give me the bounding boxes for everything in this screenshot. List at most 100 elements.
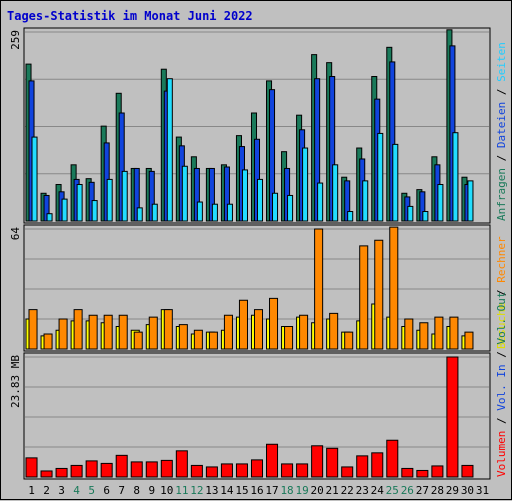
bar-volumen <box>40 470 53 478</box>
x-tick-label: 29 <box>446 484 459 497</box>
chart-title: Tages-Statistik im Monat Juni 2022 <box>7 9 253 23</box>
bar-seiten <box>302 147 309 222</box>
bar-rechner <box>464 331 474 350</box>
bar-volumen <box>296 463 309 478</box>
bar-seiten <box>226 203 233 222</box>
bar-seiten <box>467 180 474 222</box>
bar-volumen <box>326 447 339 478</box>
bar-seiten <box>106 178 113 222</box>
legend-entry: Vol. In <box>495 364 508 410</box>
bar-volumen <box>235 463 248 478</box>
bar-seiten <box>332 164 339 222</box>
bar-rechner <box>434 316 444 350</box>
legend-separator: / <box>495 148 508 168</box>
bar-rechner <box>58 318 68 350</box>
bar-seiten <box>392 143 399 222</box>
bar-rechner <box>73 309 83 350</box>
legend-entry: Anfragen <box>495 168 508 221</box>
bar-volumen <box>175 450 188 478</box>
x-tick-label: 3 <box>58 484 65 497</box>
legend-entry: Seiten <box>495 42 508 82</box>
bar-volumen <box>431 465 444 478</box>
bar-rechner <box>103 314 113 350</box>
bar-seiten <box>181 165 188 222</box>
bar-rechner <box>43 333 53 350</box>
bar-seiten <box>437 184 444 222</box>
x-tick-label: 6 <box>103 484 110 497</box>
right-label-top: Anfragen / Dateien / Seiten <box>495 42 508 221</box>
x-tick-label: 1 <box>28 484 35 497</box>
x-tick-label: 10 <box>160 484 173 497</box>
bar-seiten <box>196 201 203 222</box>
bar-rechner <box>178 324 188 350</box>
x-tick-label: 9 <box>148 484 155 497</box>
bar-rechner <box>389 226 399 350</box>
legend-separator: / <box>495 345 508 365</box>
bar-volumen <box>25 457 38 478</box>
bar-volumen <box>446 356 459 478</box>
x-tick-label: 31 <box>476 484 489 497</box>
x-tick-label: 18 <box>280 484 293 497</box>
bar-seiten <box>287 194 294 222</box>
right-label-bottom: Volumen / Vol. In / Vol. Out <box>495 292 508 477</box>
bar-seiten <box>76 184 83 222</box>
x-tick-label: 20 <box>311 484 324 497</box>
x-tick-label: 19 <box>295 484 308 497</box>
bar-volumen <box>281 463 294 478</box>
legend-separator: / <box>495 283 508 303</box>
bar-volumen <box>461 464 474 478</box>
bar-rechner <box>329 312 339 350</box>
bar-rechner <box>238 299 248 350</box>
bar-rechner <box>344 331 354 350</box>
bar-volumen <box>401 467 414 478</box>
bar-volumen <box>205 466 218 478</box>
bar-rechner <box>419 322 429 350</box>
bar-rechner <box>404 318 414 350</box>
bar-volumen <box>371 452 384 478</box>
bar-seiten <box>31 136 38 222</box>
bar-volumen <box>311 445 324 478</box>
bar-seiten <box>136 207 143 222</box>
bar-seiten <box>241 169 248 222</box>
bar-seiten <box>166 78 173 222</box>
bar-volumen <box>220 463 233 478</box>
x-tick-label: 30 <box>461 484 474 497</box>
legend-entry: Rechner <box>495 236 508 283</box>
bar-volumen <box>55 467 68 478</box>
bar-volumen <box>250 459 264 478</box>
bar-rechner <box>223 314 233 350</box>
bar-seiten <box>46 213 53 222</box>
bar-seiten <box>91 200 98 222</box>
bar-volumen <box>100 462 113 478</box>
x-tick-label: 28 <box>431 484 444 497</box>
bar-volumen <box>416 469 429 478</box>
panel-bottom <box>23 352 491 480</box>
bar-volumen <box>341 466 354 478</box>
bar-volumen <box>85 460 98 478</box>
x-tick-label: 5 <box>88 484 95 497</box>
max-label-mid: 64 <box>9 227 22 241</box>
bar-rechner <box>163 309 173 350</box>
x-tick-label: 11 <box>175 484 188 497</box>
bar-rechner <box>374 239 384 350</box>
bar-seiten <box>151 203 158 222</box>
bar-seiten <box>121 170 128 222</box>
x-tick-label: 13 <box>205 484 218 497</box>
bar-rechner <box>449 316 459 350</box>
bar-volumen <box>70 464 83 478</box>
bar-volumen <box>386 439 399 478</box>
bar-seiten <box>377 132 384 222</box>
bar-seiten <box>317 182 324 222</box>
x-tick-label: 16 <box>250 484 263 497</box>
bar-seiten <box>452 132 459 222</box>
bar-seiten <box>256 178 264 222</box>
bar-seiten <box>347 211 354 222</box>
x-tick-label: 15 <box>235 484 248 497</box>
bar-volumen <box>190 464 203 478</box>
legend-separator: / <box>495 411 508 431</box>
bar-rechner <box>314 228 324 350</box>
legend-separator: / <box>495 82 508 102</box>
bar-seiten <box>407 205 414 222</box>
x-tick-label: 22 <box>341 484 354 497</box>
